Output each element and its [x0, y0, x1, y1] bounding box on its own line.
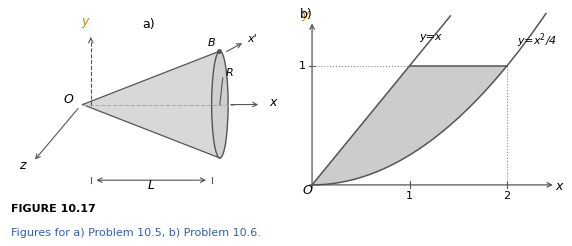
- Text: 2: 2: [503, 191, 511, 201]
- Text: O: O: [303, 184, 312, 198]
- Text: 1: 1: [299, 61, 306, 71]
- Text: b): b): [299, 8, 312, 21]
- Ellipse shape: [212, 51, 228, 158]
- Polygon shape: [312, 66, 507, 185]
- Text: y: y: [301, 8, 309, 21]
- Text: x: x: [555, 180, 562, 193]
- Text: a): a): [142, 18, 155, 31]
- Text: x': x': [247, 34, 257, 44]
- Text: Figures for a) Problem 10.5, b) Problem 10.6.: Figures for a) Problem 10.5, b) Problem …: [11, 228, 261, 238]
- Text: z: z: [19, 159, 26, 172]
- Polygon shape: [82, 51, 220, 158]
- Text: O: O: [63, 93, 73, 106]
- Text: y: y: [82, 15, 89, 28]
- Text: x: x: [269, 96, 277, 109]
- Text: y=x: y=x: [419, 32, 442, 42]
- Text: L: L: [148, 179, 155, 192]
- Text: 1: 1: [406, 191, 413, 201]
- Text: y=x$^2$/4: y=x$^2$/4: [517, 31, 557, 50]
- Text: FIGURE 10.17: FIGURE 10.17: [11, 203, 96, 214]
- Text: B: B: [208, 38, 215, 48]
- Text: R: R: [225, 68, 233, 78]
